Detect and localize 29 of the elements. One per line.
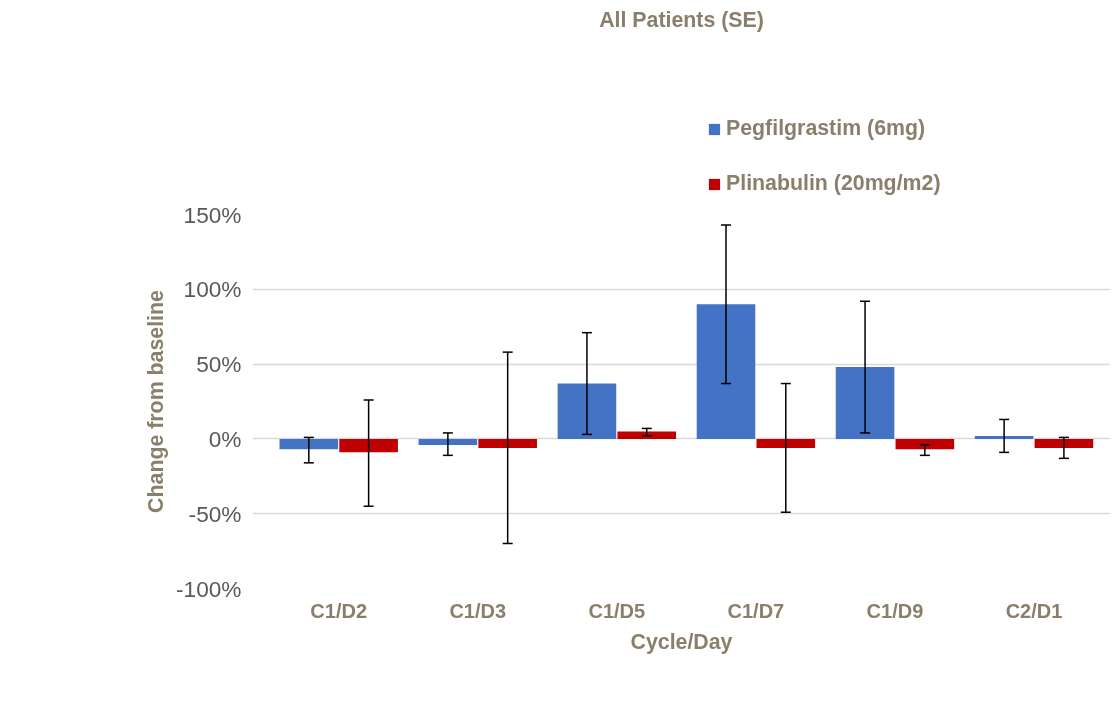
legend-label: Pegfilgrastim (6mg) xyxy=(726,116,926,141)
chart-title: All Patients (SE) xyxy=(599,7,764,32)
y-tick-label: 150% xyxy=(183,201,242,228)
bar xyxy=(478,438,537,448)
bar xyxy=(557,383,617,439)
bar xyxy=(418,438,478,445)
bar xyxy=(1034,438,1094,448)
x-tick-label: C2/D1 xyxy=(1005,599,1063,622)
y-tick-label: -100% xyxy=(176,575,242,602)
y-tick-label: 50% xyxy=(196,351,242,378)
y-tick-label: 0% xyxy=(208,425,242,452)
x-axis-title: Cycle/Day xyxy=(630,629,733,654)
x-tick-label: C1/D3 xyxy=(449,599,507,622)
y-tick-label: -50% xyxy=(188,500,242,527)
bar xyxy=(279,438,339,450)
x-tick-label: C1/D7 xyxy=(727,599,785,622)
y-tick-label: 100% xyxy=(183,276,242,303)
bar xyxy=(617,431,677,439)
bar xyxy=(974,435,1034,439)
x-tick-label: C1/D2 xyxy=(310,599,368,622)
y-axis-title: Change from baseline xyxy=(144,289,169,513)
bar xyxy=(756,438,816,448)
bar xyxy=(835,367,895,439)
legend-label: Plinabulin (20mg/m2) xyxy=(726,171,941,196)
bar xyxy=(339,438,398,453)
x-tick-label: C1/D5 xyxy=(588,599,646,622)
bar xyxy=(696,304,756,439)
bar xyxy=(895,438,955,450)
x-tick-label: C1/D9 xyxy=(866,599,924,622)
